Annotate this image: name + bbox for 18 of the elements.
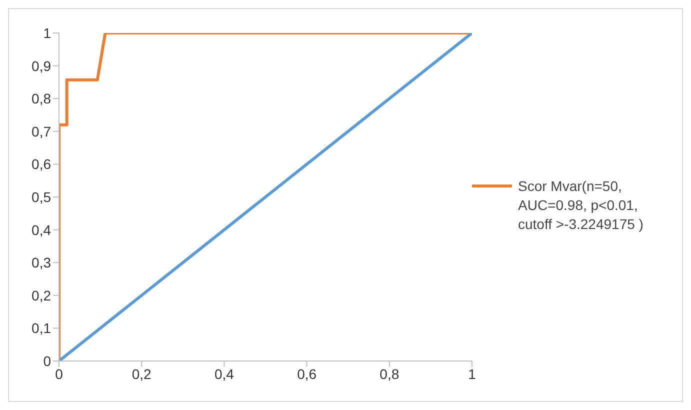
x-tick-label: 1 (468, 366, 476, 382)
y-tick-label: 0,1 (32, 320, 52, 336)
y-tick-label: 0,8 (32, 90, 52, 107)
y-tick-label: 0,9 (32, 58, 52, 74)
y-tick-label: 0,4 (32, 222, 52, 238)
y-tick-label: 1 (43, 24, 52, 41)
x-tick-label: 0,8 (380, 366, 400, 382)
y-tick-label: 0,7 (32, 123, 52, 140)
y-tick-label: 0 (43, 352, 52, 369)
y-tick-label: 0,6 (32, 156, 52, 172)
x-tick-label: 0,2 (132, 366, 152, 382)
y-tick-label: 0,3 (32, 254, 52, 271)
x-tick-label: 0,4 (214, 366, 234, 382)
x-tick-label: 0 (55, 366, 64, 382)
x-tick-label: 0,6 (297, 366, 317, 382)
y-tick-label: 0,5 (32, 188, 52, 205)
legend-label: Scor Mvar(n=50, AUC=0.98, p<0.01, cutoff >-3.2249175 ) (518, 176, 644, 234)
y-tick-label: 0,2 (32, 287, 52, 304)
